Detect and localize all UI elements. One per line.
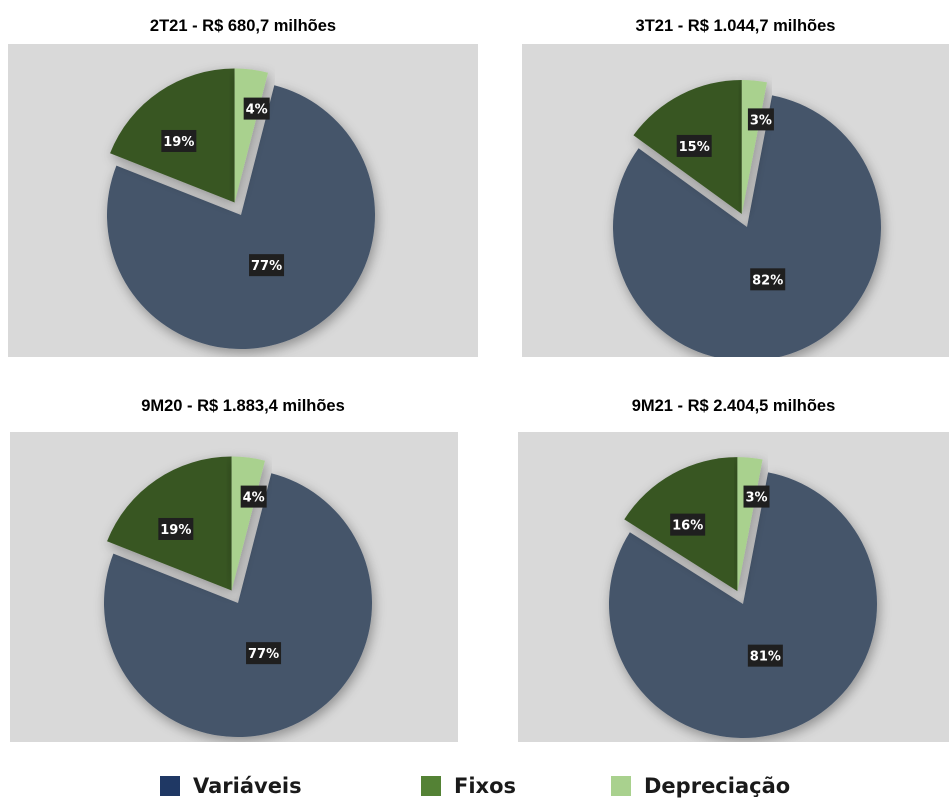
svg-text:77%: 77%: [248, 647, 279, 662]
pie-chart-2t21: 77% 19% 4%: [107, 68, 375, 350]
data-label-variaveis-9m20: 77%: [246, 642, 282, 665]
legend-label-depreciacao: Depreciação: [644, 774, 791, 798]
svg-text:16%: 16%: [672, 519, 703, 534]
svg-text:3%: 3%: [745, 491, 767, 506]
svg-text:3%: 3%: [750, 113, 772, 128]
legend-label-fixos: Fixos: [454, 774, 517, 798]
svg-text:81%: 81%: [750, 650, 781, 665]
svg-text:82%: 82%: [752, 273, 783, 288]
legend-swatch-variaveis: [160, 776, 180, 796]
pie-slice-variaveis-9m21: [609, 472, 877, 738]
svg-text:4%: 4%: [243, 491, 265, 506]
data-label-fixos-9m20: 19%: [158, 517, 194, 540]
pie-chart-9m20: 77% 19% 4%: [104, 456, 372, 737]
svg-text:19%: 19%: [160, 523, 191, 538]
legend-swatch-depreciacao: [611, 776, 631, 796]
pie-chart-9m21: 81% 16% 3%: [609, 457, 877, 738]
svg-text:19%: 19%: [163, 135, 194, 150]
legend-item-fixos: Fixos: [421, 773, 516, 799]
legend-item-depreciacao: Depreciação: [611, 773, 790, 799]
data-label-fixos-9m21: 16%: [670, 513, 706, 536]
chart-title-2t21: 2T21 - R$ 680,7 milhões: [149, 17, 337, 35]
pie-slice-variaveis-9m20: [104, 473, 372, 737]
data-label-variaveis-9m21: 81%: [747, 644, 783, 667]
data-label-fixos-2t21: 19%: [161, 129, 197, 152]
data-label-variaveis-3t21: 82%: [750, 268, 786, 291]
data-label-depreciacao-2t21: 4%: [243, 97, 270, 120]
chart-title-9m21: 9M21 - R$ 2.404,5 milhões: [631, 397, 836, 415]
pie-panel-9m20: 77% 19% 4%: [10, 432, 458, 742]
pie-panel-2t21: 77% 19% 4%: [8, 44, 478, 357]
chart-title-9m20: 9M20 - R$ 1.883,4 milhões: [141, 397, 345, 415]
pie-panel-9m21: 81% 16% 3%: [518, 432, 949, 742]
pie-slice-variaveis-2t21: [107, 85, 375, 350]
legend-item-variaveis: Variáveis: [160, 773, 302, 799]
data-label-depreciacao-9m20: 4%: [240, 485, 267, 508]
data-label-depreciacao-3t21: 3%: [747, 108, 774, 131]
pie-slice-variaveis-3t21: [613, 95, 881, 357]
legend-label-variaveis: Variáveis: [193, 774, 302, 798]
data-label-fixos-3t21: 15%: [676, 134, 712, 157]
pie-panel-3t21: 82% 15% 3%: [522, 44, 949, 357]
svg-text:77%: 77%: [251, 259, 282, 274]
svg-text:15%: 15%: [679, 140, 710, 155]
legend-swatch-fixos: [421, 776, 441, 796]
data-label-depreciacao-9m21: 3%: [743, 485, 770, 508]
data-label-variaveis-2t21: 77%: [249, 254, 285, 277]
pie-chart-3t21: 82% 15% 3%: [613, 79, 881, 357]
chart-title-3t21: 3T21 - R$ 1.044,7 milhões: [635, 17, 836, 35]
svg-text:4%: 4%: [246, 103, 268, 118]
